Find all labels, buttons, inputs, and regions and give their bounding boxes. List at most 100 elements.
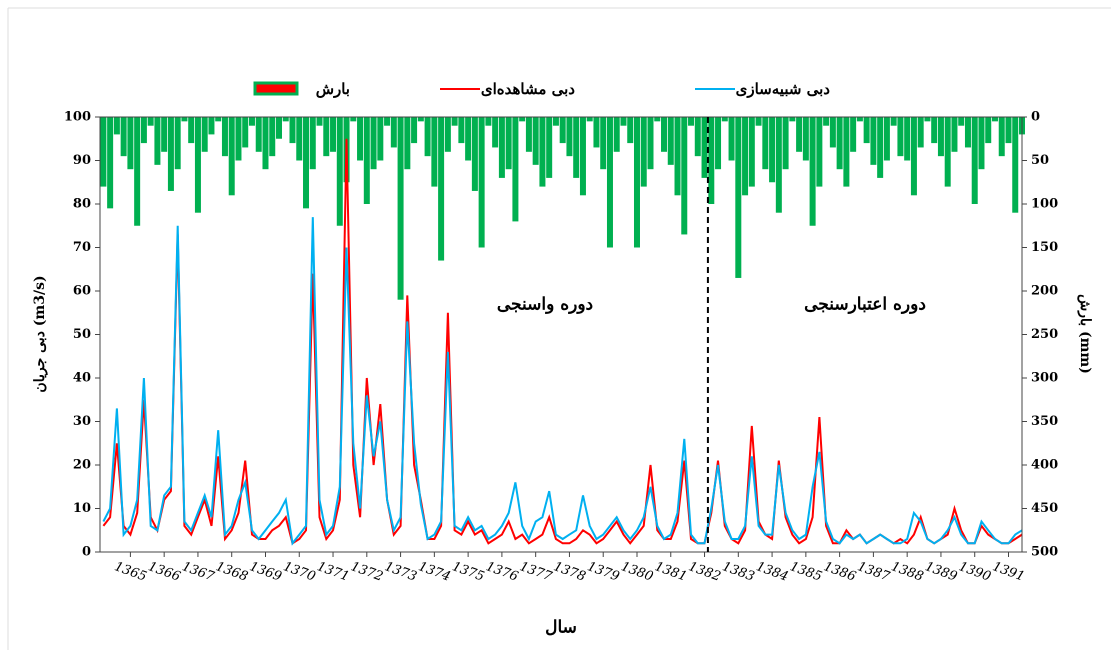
precip-bar	[809, 117, 816, 226]
y2-tick-label: 250	[1031, 327, 1058, 342]
y2-tick-label: 450	[1031, 501, 1058, 516]
precip-bar	[924, 117, 931, 122]
precip-bar	[262, 117, 269, 170]
precip-bar	[357, 117, 364, 161]
precip-bar	[404, 117, 411, 170]
precip-bar	[411, 117, 418, 144]
precip-bar	[863, 117, 870, 144]
precip-bar	[492, 117, 499, 148]
precip-bar	[971, 117, 978, 204]
precip-bar	[100, 117, 107, 187]
precip-bar	[579, 117, 586, 196]
precip-bar	[721, 117, 728, 122]
precip-bar	[255, 117, 262, 152]
y2-tick-label: 350	[1031, 414, 1058, 429]
precip-bar	[194, 117, 201, 213]
precip-bar	[208, 117, 215, 135]
precip-bar	[107, 117, 114, 209]
precip-bar	[681, 117, 688, 235]
precip-bar	[350, 117, 357, 122]
precip-bar	[978, 117, 985, 170]
precip-bar	[397, 117, 404, 300]
precip-bar	[275, 117, 282, 139]
precip-bar	[431, 117, 438, 187]
precip-bar	[937, 117, 944, 157]
precip-bar	[140, 117, 147, 144]
precip-bar	[289, 117, 296, 144]
precip-bar	[600, 117, 607, 170]
precip-bar	[640, 117, 647, 187]
precip-bar	[323, 117, 330, 157]
precip-bar	[958, 117, 965, 126]
y-tick-label: 0	[82, 545, 91, 560]
flow-line	[102, 217, 1023, 546]
precip-bar	[512, 117, 519, 222]
precip-bar	[633, 117, 640, 248]
precip-bar	[316, 117, 323, 126]
precip-bar	[505, 117, 512, 170]
precip-bar	[856, 117, 863, 122]
precip-bar	[796, 117, 803, 152]
precip-bar	[964, 117, 971, 148]
precip-bar	[816, 117, 823, 187]
precip-bar	[688, 117, 695, 126]
precip-bar	[188, 117, 195, 144]
precip-bar	[478, 117, 485, 248]
precip-bar	[883, 117, 890, 161]
precip-bar	[458, 117, 465, 144]
precip-bar	[330, 117, 337, 152]
annotation: دوره واسنجی	[497, 295, 593, 315]
precip-bar	[586, 117, 593, 122]
precip-bar	[951, 117, 958, 152]
y2-tick-label: 300	[1031, 371, 1058, 386]
precip-bar	[438, 117, 445, 261]
precip-bar	[309, 117, 316, 170]
precip-bar	[424, 117, 431, 157]
precip-bar	[552, 117, 559, 126]
precip-bar	[1012, 117, 1019, 213]
precip-bar	[829, 117, 836, 148]
precip-bar	[708, 117, 715, 204]
precip-bar	[539, 117, 546, 187]
y-tick-label: 90	[73, 153, 91, 168]
precip-bar	[742, 117, 749, 196]
precip-bar	[843, 117, 850, 187]
precip-bar	[147, 117, 154, 126]
precip-bar	[627, 117, 634, 144]
precip-bar	[532, 117, 539, 165]
precip-bar	[519, 117, 526, 122]
precip-bar	[127, 117, 134, 170]
precip-bar	[296, 117, 303, 161]
precip-bar	[235, 117, 242, 161]
precip-bar	[802, 117, 809, 161]
legend-label: دبی مشاهده‌ای	[481, 80, 575, 98]
y-axis-title: دبی جریان (m3/s)	[32, 275, 48, 392]
precip-bar	[985, 117, 992, 144]
precip-bar	[694, 117, 701, 157]
precip-bar	[370, 117, 377, 170]
precip-bar	[525, 117, 532, 152]
precip-bar	[728, 117, 735, 161]
precip-bar	[248, 117, 255, 126]
precip-bar	[336, 117, 343, 226]
precip-bar	[944, 117, 951, 187]
precip-bar	[242, 117, 249, 148]
precip-bar	[181, 117, 188, 122]
precip-bar	[573, 117, 580, 178]
precip-bar	[897, 117, 904, 157]
y-tick-label: 20	[73, 458, 91, 473]
y-tick-label: 80	[73, 197, 91, 212]
precip-bar	[390, 117, 397, 148]
precip-bar	[282, 117, 289, 122]
precip-bar	[161, 117, 168, 152]
precip-bar	[762, 117, 769, 170]
precip-bar	[701, 117, 708, 178]
precip-bar	[775, 117, 782, 213]
y2-tick-label: 100	[1031, 197, 1058, 212]
precip-bar	[113, 117, 120, 135]
annotation: دوره اعتبارسنجی	[804, 295, 926, 315]
y2-tick-label: 50	[1031, 153, 1049, 168]
legend-label: بارش	[316, 80, 350, 98]
y-tick-label: 60	[73, 284, 91, 299]
